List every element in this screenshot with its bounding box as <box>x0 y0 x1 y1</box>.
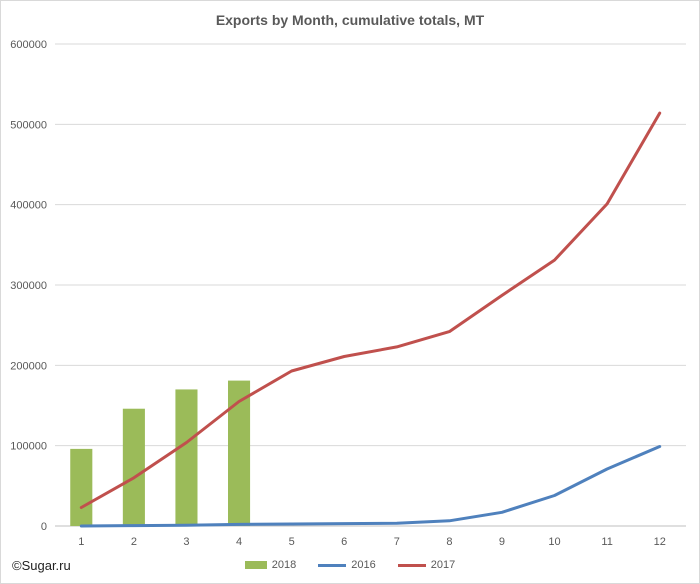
bar-2018 <box>175 389 198 526</box>
y-tick-label: 500000 <box>10 119 47 131</box>
x-tick-label: 12 <box>654 536 666 548</box>
legend-swatch-2018 <box>244 561 267 569</box>
legend-label-2018: 2018 <box>271 559 297 571</box>
legend-label-2016: 2016 <box>351 559 376 571</box>
x-tick-label: 11 <box>601 536 612 548</box>
line-2017 <box>79 111 662 509</box>
bar-2018 <box>122 408 145 526</box>
chart-legend: 2018 2016 2017 <box>0 559 700 571</box>
y-tick-label: 400000 <box>10 200 47 212</box>
y-tick-label: 600000 <box>10 39 47 51</box>
x-tick-label: 6 <box>341 536 347 548</box>
legend-swatch-2017 <box>397 563 426 567</box>
legend-label-2017: 2017 <box>430 559 456 571</box>
legend-item-2016: 2016 <box>318 559 376 571</box>
x-tick-label: 8 <box>446 536 452 548</box>
x-tick-label: 10 <box>548 536 560 548</box>
chart-title: Exports by Month, cumulative totals, MT <box>215 12 485 28</box>
legend-swatch-2016 <box>318 563 347 567</box>
x-tick-label: 7 <box>394 536 400 548</box>
x-tick-label: 9 <box>499 536 505 548</box>
y-tick-label: 300000 <box>10 280 47 292</box>
legend-item-2018: 2018 <box>244 559 297 571</box>
line-2016 <box>79 445 662 528</box>
y-tick-label: 200000 <box>10 360 47 372</box>
x-tick-label: 4 <box>236 536 242 548</box>
watermark: ©Sugar.ru <box>12 558 71 573</box>
x-tick-label: 3 <box>183 536 189 548</box>
bar-2018 <box>227 380 251 526</box>
bar-2018 <box>70 448 93 526</box>
y-tick-label: 100000 <box>10 441 47 453</box>
x-tick-label: 2 <box>131 536 137 548</box>
x-tick-label: 1 <box>78 536 84 548</box>
x-tick-label: 5 <box>289 536 295 548</box>
y-tick-label: 0 <box>41 521 47 533</box>
legend-item-2017: 2017 <box>397 559 456 571</box>
